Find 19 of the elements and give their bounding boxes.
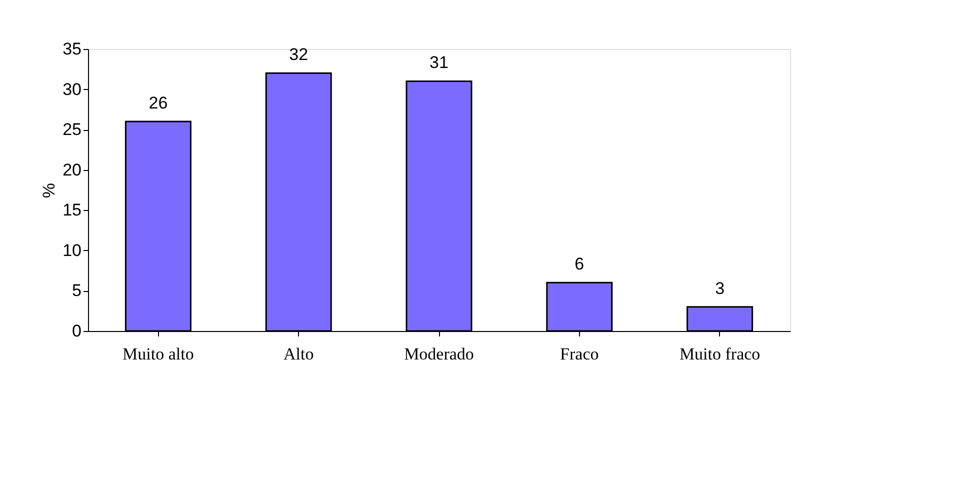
y-tick-label: 10 — [62, 240, 82, 260]
y-tick-label: 0 — [72, 322, 82, 340]
x-tick-label: Alto — [283, 344, 314, 364]
y-tick-label: 15 — [62, 200, 82, 220]
data-label: 3 — [715, 278, 725, 298]
data-label: 32 — [289, 45, 308, 64]
y-tick-label: 20 — [62, 160, 82, 180]
data-label: 31 — [430, 53, 448, 72]
y-tick-label: 35 — [62, 40, 82, 58]
y-tick-label: 5 — [72, 281, 82, 300]
y-axis-title: % — [40, 182, 59, 198]
y-tick-label: 30 — [62, 80, 82, 99]
y-tick-label: 25 — [62, 120, 82, 140]
x-tick-label: Muito alto — [122, 344, 194, 364]
x-tick-label: Fraco — [560, 344, 599, 364]
data-label: 26 — [148, 94, 168, 113]
x-tick-label: Moderado — [404, 344, 474, 364]
data-label: 6 — [574, 254, 584, 274]
x-tick-label: Muito fraco — [679, 344, 760, 364]
